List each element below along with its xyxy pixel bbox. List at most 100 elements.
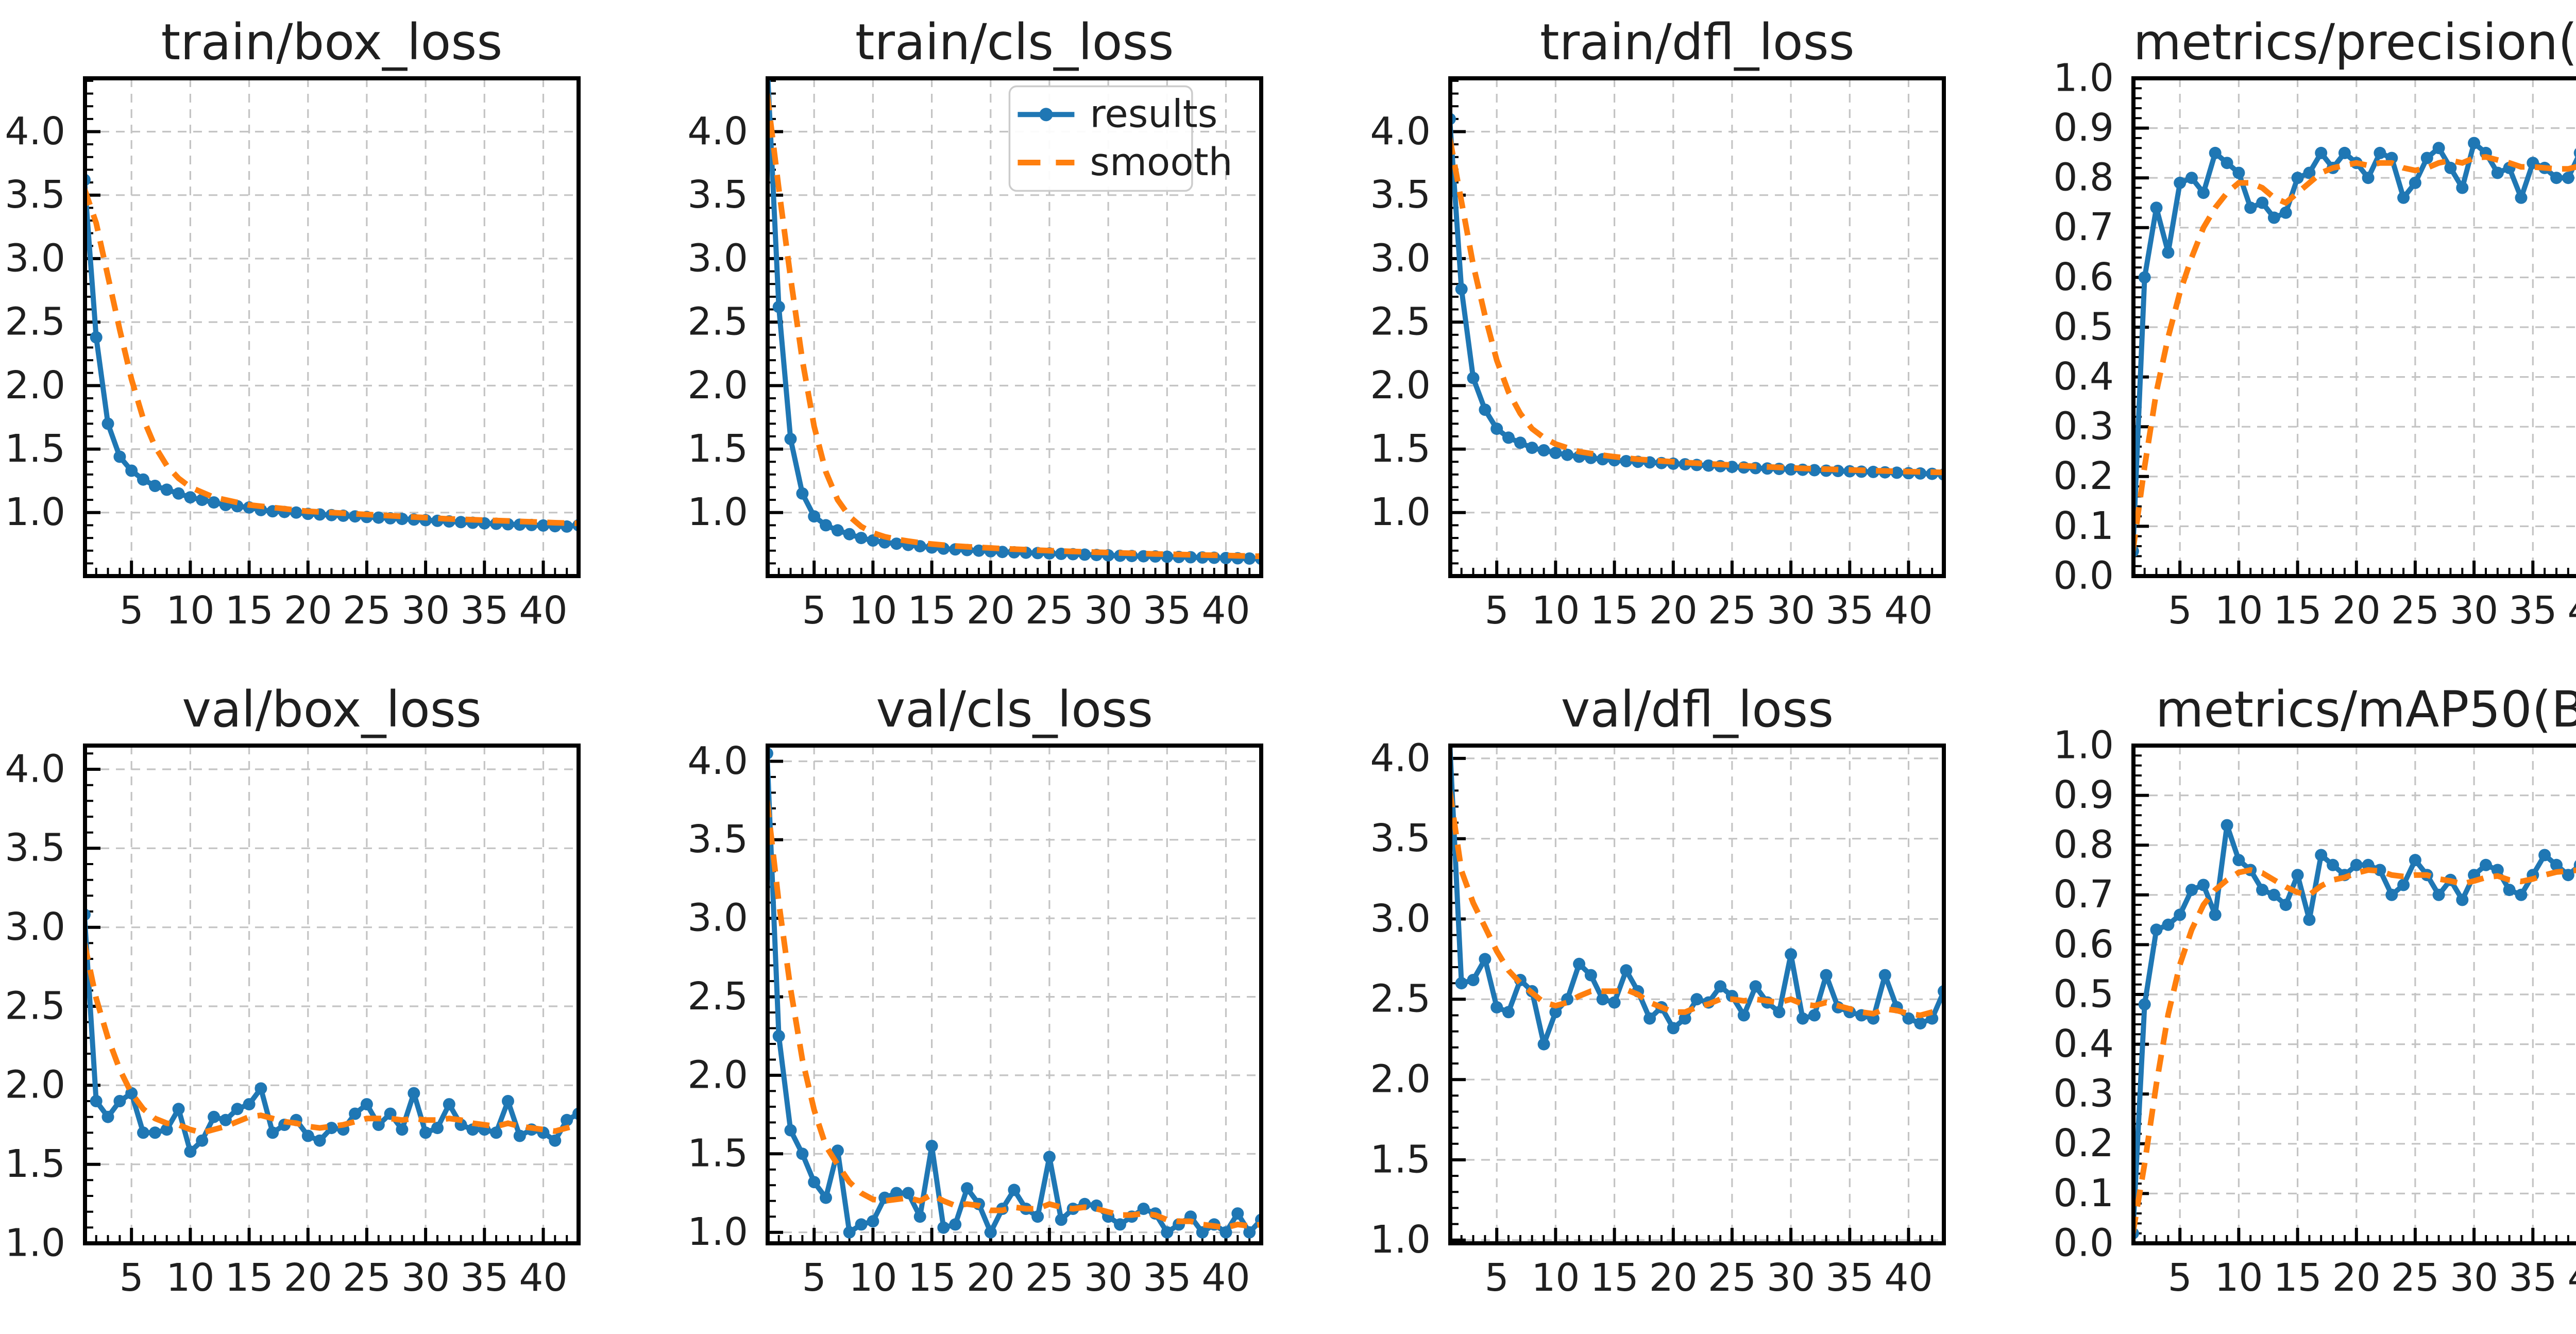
results-marker	[784, 1124, 797, 1137]
x-tick-label: 10	[2214, 1256, 2263, 1300]
results-marker	[1219, 1226, 1232, 1239]
results-marker	[2279, 898, 2292, 911]
y-tick-label: 1.5	[688, 1131, 749, 1175]
subplot-metrics-map50-b: metrics/mAP50(B) 0.0 0.1 0.2 0.3 0.4 0.5 0.6 0.7…	[2048, 667, 2576, 1334]
results-marker	[148, 1126, 161, 1139]
y-tick-label: 2.5	[5, 984, 65, 1028]
y-tick-label: 1.0	[2053, 56, 2114, 100]
y-tick-label: 2.0	[5, 363, 65, 408]
y-tick-label: 0.6	[2053, 922, 2114, 966]
y-tick-label: 0.0	[2053, 1221, 2114, 1265]
results-marker	[243, 1097, 256, 1110]
results-marker	[1526, 442, 1539, 454]
x-tick-label: 5	[2167, 588, 2192, 633]
axes-spines	[1448, 76, 1946, 578]
results-marker	[784, 432, 797, 445]
x-tick-label: 15	[1590, 1256, 1639, 1300]
results-marker	[2444, 161, 2456, 174]
y-tick-label: 2.0	[688, 363, 749, 408]
subplot-train-cls-loss: train/cls_loss 1.0 1.5 2.0 2.5 3.0 3.5 4.0 5 10 15…	[683, 0, 1365, 667]
results-marker	[843, 528, 856, 541]
results-marker	[973, 544, 986, 557]
results-marker	[2515, 888, 2528, 901]
x-tick-label: 25	[343, 588, 391, 633]
results-marker	[808, 1175, 821, 1188]
results-marker	[1455, 283, 1468, 296]
results-marker	[113, 450, 126, 463]
x-tick-label: 10	[166, 1256, 214, 1300]
results-marker	[2173, 908, 2186, 921]
results-marker	[2409, 853, 2421, 866]
x-tick-label: 20	[1649, 588, 1698, 633]
results-marker	[2209, 146, 2222, 159]
y-tick-label: 2.0	[5, 1062, 65, 1107]
results-marker	[2256, 196, 2268, 209]
results-marker	[137, 473, 149, 486]
x-tick-label: 5	[120, 1256, 144, 1300]
x-tick-label: 30	[401, 1256, 450, 1300]
y-tick-label: 0.2	[2053, 1121, 2114, 1166]
results-marker	[1808, 1009, 1821, 1021]
results-marker	[937, 1221, 950, 1234]
y-tick-label: 1.0	[688, 1210, 749, 1254]
results-marker	[2538, 849, 2551, 861]
results-marker	[349, 1107, 362, 1120]
axes-spines	[83, 76, 581, 578]
subplot-title: val/box_loss	[182, 680, 482, 738]
y-tick-label: 3.0	[1370, 896, 1431, 940]
results-marker	[1597, 992, 1609, 1005]
y-tick-label: 0.8	[2053, 156, 2114, 200]
results-marker	[313, 1134, 326, 1147]
y-tick-label: 1.5	[1370, 427, 1431, 471]
x-tick-label: 40	[1885, 1256, 1933, 1300]
y-tick-label: 0.6	[2053, 255, 2114, 299]
results-marker	[1114, 1218, 1127, 1230]
results-marker	[772, 300, 785, 313]
results-marker	[219, 1113, 232, 1126]
results-marker	[2314, 146, 2327, 159]
results-marker	[2362, 172, 2375, 184]
results-marker	[1879, 969, 1892, 982]
results-marker	[1749, 980, 1762, 992]
results-marker	[961, 1181, 974, 1194]
results-marker	[1537, 1038, 1550, 1051]
results-marker	[1479, 952, 1492, 965]
x-tick-label: 10	[2214, 588, 2263, 633]
results-marker	[1785, 948, 1798, 960]
results-marker	[820, 519, 833, 532]
x-tick-label: 35	[1826, 1256, 1874, 1300]
smooth-line	[1450, 790, 1944, 1018]
results-marker	[2350, 858, 2363, 871]
chart-canvas-metrics-precision-b: 0.0 0.1 0.2 0.3 0.4 0.5 0.6 0.7 0.8 0.9 1.0 5 10 15 20…	[2053, 56, 2576, 633]
x-tick-label: 20	[2332, 588, 2380, 633]
results-marker	[855, 532, 868, 545]
subplot-title: metrics/precision(B)	[2133, 13, 2576, 71]
results-marker	[408, 1087, 420, 1100]
results-marker	[360, 1097, 373, 1110]
y-tick-label: 3.0	[688, 236, 749, 280]
results-marker	[172, 487, 185, 500]
y-tick-label: 3.0	[1370, 236, 1431, 280]
y-tick-label: 0.9	[2053, 773, 2114, 817]
results-marker	[2232, 166, 2245, 179]
results-marker	[1808, 464, 1821, 477]
subplot-title: val/cls_loss	[876, 680, 1153, 738]
y-tick-label: 0.1	[2053, 1171, 2114, 1215]
y-tick-label: 0.2	[2053, 454, 2114, 498]
x-tick-label: 25	[1025, 588, 1074, 633]
results-marker	[1785, 463, 1798, 476]
x-tick-label: 30	[1767, 1256, 1815, 1300]
chart-canvas-train-box-loss: 1.0 1.5 2.0 2.5 3.0 3.5 4.0 5 10 15 20 25 30 35 40	[5, 76, 581, 633]
results-marker	[184, 491, 197, 504]
y-tick-label: 2.0	[1370, 1057, 1431, 1101]
subplot-val-cls-loss: val/cls_loss 1.0 1.5 2.0 2.5 3.0 3.5 4.0 5 10 15 20…	[683, 667, 1365, 1334]
results-marker	[2550, 858, 2563, 871]
results-marker	[2221, 819, 2233, 832]
subplot-title: metrics/mAP50(B)	[2155, 680, 2576, 738]
y-tick-label: 0.0	[2053, 553, 2114, 598]
results-marker	[431, 1121, 444, 1134]
results-marker	[2232, 853, 2245, 866]
results-marker	[2455, 893, 2468, 906]
results-marker	[1137, 1202, 1150, 1215]
legend-results-marker	[1039, 108, 1053, 122]
